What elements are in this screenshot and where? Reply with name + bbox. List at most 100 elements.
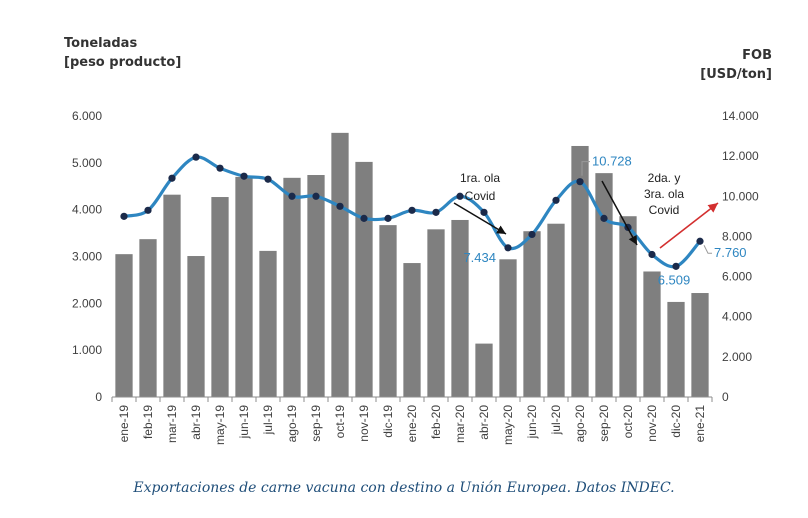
fob-point-abr-20 [480, 208, 488, 216]
bar-jun-20 [523, 231, 541, 397]
bar-abr-19 [187, 256, 205, 397]
x-tick-label: nov-20 [645, 405, 659, 442]
bar-ene-19 [115, 254, 133, 397]
left-tick-label: 1.000 [72, 343, 102, 357]
point-label: 7.760 [714, 245, 747, 260]
bar-dic-20 [667, 301, 685, 397]
left-tick-label: 2.000 [72, 296, 102, 310]
bar-feb-19 [139, 239, 157, 397]
fob-point-abr-19 [192, 153, 200, 161]
fob-point-nov-19 [360, 214, 368, 222]
point-label: 6.509 [658, 272, 691, 287]
x-tick-label: nov-19 [357, 405, 371, 442]
x-tick-label: mar-20 [453, 405, 467, 443]
fob-point-may-20 [504, 244, 512, 252]
x-tick-label: ene-21 [693, 405, 707, 443]
fob-point-ago-20 [576, 178, 584, 186]
right-axis-title-line1: FOB [742, 48, 772, 63]
right-tick-label: 14.000 [722, 109, 759, 123]
bar-sep-19 [307, 175, 325, 397]
x-tick-label: feb-20 [429, 405, 443, 439]
annotation-second-third-wave: 2da. y [648, 171, 681, 185]
bar-ene-21 [691, 293, 709, 397]
point-label-leader [581, 161, 590, 176]
fob-point-feb-20 [432, 208, 440, 216]
bar-jun-19 [235, 176, 253, 397]
x-tick-label: ene-19 [117, 405, 131, 443]
right-tick-label: 0 [722, 390, 729, 404]
right-axis-title-line2: [USD/ton] [700, 67, 772, 82]
fob-point-may-19 [216, 164, 224, 172]
x-tick-label: ago-20 [573, 405, 587, 443]
point-label-leader [703, 245, 712, 254]
fob-point-mar-20 [456, 192, 464, 200]
fob-point-jun-20 [528, 230, 536, 239]
x-tick-label: sep-19 [309, 405, 323, 442]
left-tick-label: 3.000 [72, 250, 102, 264]
fob-point-feb-19 [144, 206, 152, 214]
bar-oct-19 [331, 132, 349, 398]
x-tick-label: oct-20 [621, 405, 635, 439]
bar-sep-20 [595, 173, 613, 397]
right-tick-label: 6.000 [722, 270, 752, 284]
right-tick-label: 2.000 [722, 350, 752, 364]
annotation-first-wave: Covid [465, 189, 496, 203]
x-tick-label: dic-19 [381, 405, 395, 438]
bar-ago-19 [283, 177, 301, 397]
bar-jul-19 [259, 250, 277, 397]
fob-point-mar-19 [168, 174, 176, 182]
fob-point-jun-19 [240, 172, 248, 180]
arrow-first-wave [453, 202, 507, 235]
figure-caption: Exportaciones de carne vacuna con destin… [133, 480, 675, 496]
bar-mar-19 [163, 194, 181, 397]
point-label: 7.434 [463, 250, 496, 265]
x-tick-label: jun-19 [237, 405, 251, 440]
x-tick-label: may-19 [213, 405, 227, 445]
bar-mar-20 [451, 219, 469, 397]
x-tick-label: oct-19 [333, 405, 347, 439]
fob-point-jul-20 [552, 196, 560, 204]
fob-point-ago-19 [288, 192, 296, 200]
annotation-second-third-wave: Covid [649, 203, 680, 217]
right-tick-label: 4.000 [722, 310, 752, 324]
fob-point-dic-20 [672, 262, 680, 270]
bar-may-19 [211, 197, 229, 397]
left-axis-title: Toneladas [peso producto] [64, 34, 181, 72]
left-axis-title-line1: Toneladas [64, 36, 138, 51]
right-tick-label: 8.000 [722, 229, 752, 243]
bar-feb-20 [427, 229, 445, 397]
bar-may-20 [499, 259, 517, 397]
annotation-first-wave: 1ra. ola [460, 171, 500, 185]
left-tick-label: 4.000 [72, 203, 102, 217]
arrow-recovery [659, 202, 719, 249]
fob-point-sep-20 [600, 214, 608, 222]
x-tick-label: abr-19 [189, 405, 203, 440]
bar-ago-20 [571, 145, 589, 397]
fob-point-ene-19 [120, 212, 128, 220]
x-tick-label: mar-19 [165, 405, 179, 443]
x-tick-label: jul-20 [549, 405, 563, 436]
arrow-second-third-wave [601, 180, 638, 246]
annotation-second-third-wave: 3ra. ola [644, 187, 684, 201]
right-tick-label: 10.000 [722, 189, 759, 203]
fob-point-sep-19 [312, 192, 320, 200]
fob-point-oct-19 [336, 202, 344, 210]
x-tick-label: jul-19 [261, 405, 275, 436]
bar-jul-20 [547, 223, 565, 397]
x-tick-label: jun-20 [525, 405, 539, 440]
fob-point-ene-21 [696, 237, 704, 245]
bar-oct-20 [619, 216, 637, 397]
point-label: 10.728 [592, 154, 632, 169]
fob-point-ene-20 [408, 206, 416, 214]
bar-ene-20 [403, 263, 421, 397]
bar-nov-19 [355, 161, 373, 397]
bar-abr-20 [475, 343, 493, 397]
x-tick-label: ene-20 [405, 405, 419, 443]
bar-nov-20 [643, 271, 661, 397]
right-axis-title: FOB [USD/ton] [700, 46, 772, 84]
left-tick-label: 6.000 [72, 109, 102, 123]
x-tick-label: may-20 [501, 405, 515, 445]
right-tick-label: 12.000 [722, 149, 759, 163]
bar-dic-19 [379, 225, 397, 397]
